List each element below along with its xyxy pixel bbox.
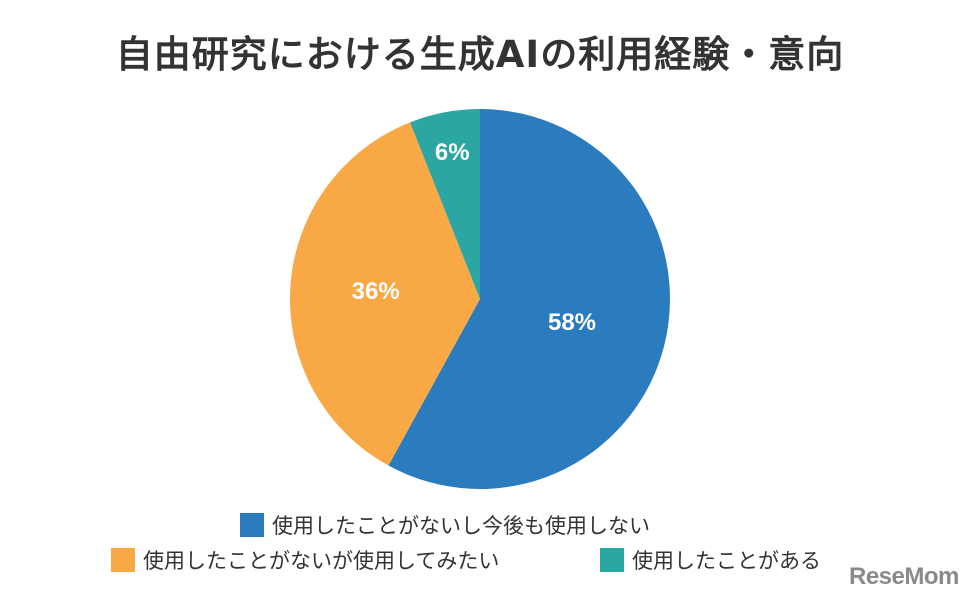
legend-item-want-to-try: 使用したことがないが使用してみたい <box>111 545 499 575</box>
legend-item-have-used: 使用したことがある <box>600 545 821 575</box>
slice-have-used <box>410 109 480 299</box>
resemom-logo: ReseMom <box>849 563 959 590</box>
legend-swatch <box>240 513 264 537</box>
slice-want-to-try <box>290 122 480 466</box>
legend-swatch <box>600 548 624 572</box>
chart-title: 自由研究における生成AIの利用経験・意向 <box>115 33 845 76</box>
slice-label-never-use: 58% <box>547 308 597 336</box>
legend-swatch <box>111 548 135 572</box>
legend-label: 使用したことがある <box>632 549 821 573</box>
slice-label-have-used: 6% <box>434 139 470 167</box>
legend-item-never-use: 使用したことがないし今後も使用しない <box>240 510 650 540</box>
slice-never-use <box>388 109 670 489</box>
legend-label: 使用したことがないが使用してみたい <box>143 549 500 573</box>
legend-label: 使用したことがないし今後も使用しない <box>272 514 650 538</box>
slice-label-want-to-try: 36% <box>351 278 400 306</box>
